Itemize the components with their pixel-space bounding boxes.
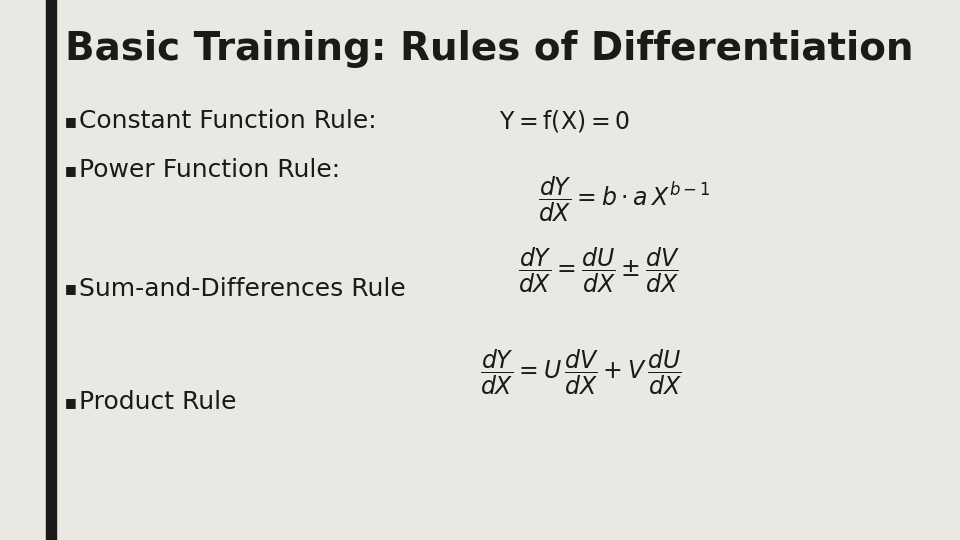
- Text: $\mathrm{Y = f(X) =0}$: $\mathrm{Y = f(X) =0}$: [499, 109, 630, 134]
- Text: ■: ■: [65, 115, 77, 128]
- Text: $\dfrac{dY}{dX} = \dfrac{dU}{dX} \pm \dfrac{dV}{dX}$: $\dfrac{dY}{dX} = \dfrac{dU}{dX} \pm \df…: [518, 245, 681, 295]
- Text: Constant Function Rule:: Constant Function Rule:: [79, 110, 376, 133]
- Text: Basic Training: Rules of Differentiation: Basic Training: Rules of Differentiation: [65, 30, 914, 68]
- Bar: [46, 0, 56, 540]
- Text: Sum-and-Differences Rule: Sum-and-Differences Rule: [79, 277, 405, 301]
- Text: ■: ■: [65, 282, 77, 295]
- Text: Power Function Rule:: Power Function Rule:: [79, 158, 340, 182]
- Text: $\dfrac{dY}{dX} = U\,\dfrac{dV}{dX} + V\,\dfrac{dU}{dX}$: $\dfrac{dY}{dX} = U\,\dfrac{dV}{dX} + V\…: [480, 348, 682, 397]
- Text: ■: ■: [65, 396, 77, 409]
- Text: Product Rule: Product Rule: [79, 390, 236, 414]
- Text: $\dfrac{dY}{dX} = b \cdot a\, X^{b-1}$: $\dfrac{dY}{dX} = b \cdot a\, X^{b-1}$: [538, 175, 710, 225]
- Text: ■: ■: [65, 164, 77, 177]
